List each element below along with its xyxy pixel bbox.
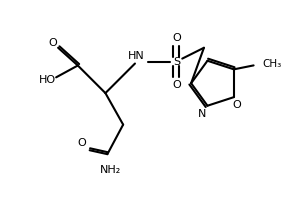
Text: HO: HO <box>39 75 56 85</box>
Text: O: O <box>172 33 181 43</box>
Text: HN: HN <box>128 51 144 61</box>
Text: S: S <box>173 57 180 67</box>
Text: O: O <box>78 138 86 148</box>
Text: O: O <box>233 100 241 110</box>
Text: NH₂: NH₂ <box>100 165 121 175</box>
Text: O: O <box>49 38 58 48</box>
Text: N: N <box>198 109 207 119</box>
Text: O: O <box>172 80 181 90</box>
Text: CH₃: CH₃ <box>262 59 282 69</box>
